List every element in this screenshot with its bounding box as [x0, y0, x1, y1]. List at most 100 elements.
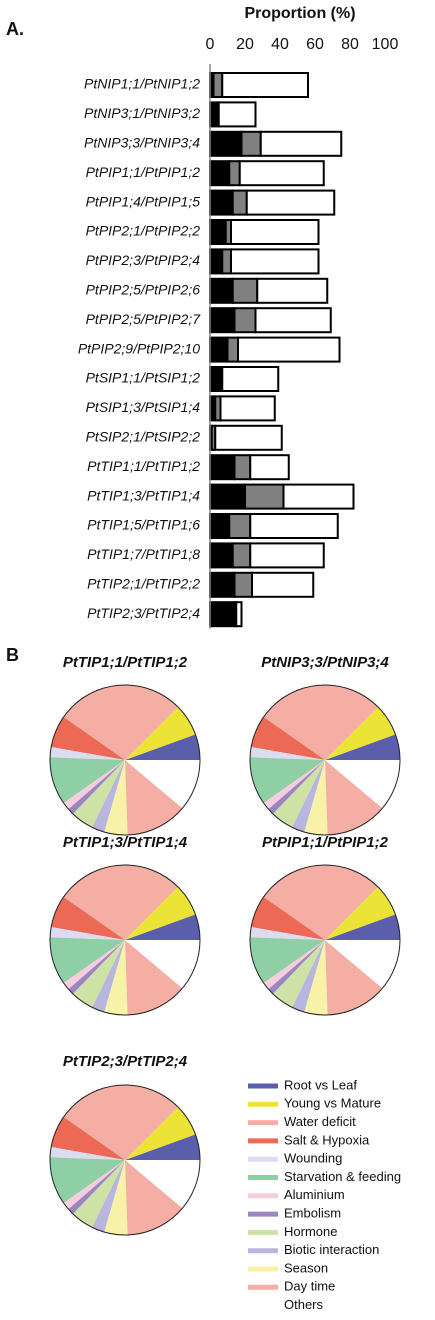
bar-segment — [256, 277, 329, 304]
pie-sector — [50, 1146, 126, 1160]
pie-sector — [63, 940, 125, 990]
pie-sector — [92, 1160, 125, 1233]
bar-segment — [249, 513, 339, 539]
pie-sector — [63, 685, 179, 760]
legend-label: Water deficit — [284, 1114, 356, 1129]
legend-label: Starvation & feeding — [284, 1169, 401, 1184]
bar-segment — [209, 160, 231, 187]
pie-title: PtNIP3;3/PtNIP3;4 — [261, 654, 389, 671]
pie-sector — [125, 760, 200, 809]
pie-sector — [268, 760, 325, 814]
y-tick-label: PtSIP2;1/PtSIP2;2 — [86, 429, 201, 445]
pie-sector — [63, 1085, 179, 1160]
pie-sector — [50, 1157, 125, 1204]
pie-sector — [325, 940, 383, 1015]
pie-sector — [63, 864, 179, 940]
bar-segment — [254, 307, 332, 334]
pie-sector — [50, 757, 125, 804]
pie-sector — [63, 1160, 125, 1210]
pie-sector — [250, 757, 325, 804]
y-tick-label: PtNIP3;3/PtNIP3;4 — [84, 135, 200, 151]
bar-segment — [245, 189, 336, 216]
pie-sector — [63, 760, 125, 810]
bar-segment — [209, 366, 224, 392]
pie-sector — [263, 865, 379, 940]
bar-segment — [231, 542, 252, 569]
bar-segment — [221, 248, 232, 275]
pie-sector — [268, 940, 325, 994]
pie-sector — [272, 760, 325, 828]
pie-sector — [250, 926, 325, 940]
y-tick-label: PtTIP1;5/PtTIP1;6 — [87, 517, 200, 533]
pie-sector — [92, 940, 125, 1013]
pie-sector — [104, 1160, 128, 1236]
bar-segment — [244, 483, 285, 510]
x-tick-label: 60 — [306, 36, 324, 53]
pie-sector — [92, 760, 125, 833]
panel-label: B — [6, 645, 19, 665]
pie-sector — [125, 734, 200, 760]
bar-segment — [209, 101, 220, 128]
x-tick-label: 20 — [236, 36, 254, 53]
pie-sector — [325, 760, 400, 809]
y-tick-label: PtTIP1;3/PtTIP1;4 — [87, 487, 200, 503]
pie-outline — [49, 684, 201, 836]
bar-segment — [233, 571, 253, 598]
legend-label: Root vs Leaf — [284, 1077, 357, 1092]
pie-sector — [68, 760, 125, 814]
bar-segment — [209, 542, 234, 569]
pie-sector — [325, 706, 396, 760]
y-tick-label: PtNIP3;1/PtNIP3;2 — [84, 105, 200, 121]
y-tick-label: PtPIP2;5/PtPIP2;6 — [86, 282, 201, 298]
y-tick-label: PtPIP2;1/PtPIP2;2 — [86, 223, 201, 239]
legend-label: Young vs Mature — [284, 1096, 381, 1111]
pie-sector — [125, 1134, 200, 1160]
x-tick-label: 80 — [341, 36, 359, 53]
x-tick-label: 100 — [372, 36, 399, 53]
pie-sector — [51, 1116, 125, 1160]
bar-segment — [251, 571, 315, 598]
bar-segment — [233, 454, 252, 481]
bar-segment — [230, 219, 320, 245]
pie-sector — [263, 760, 325, 810]
x-tick-label: 40 — [271, 36, 289, 53]
y-tick-label: PtTIP2;1/PtTIP2;2 — [87, 576, 200, 592]
bar-segment — [228, 513, 252, 539]
pie-outline — [249, 684, 401, 836]
pie-sector — [68, 940, 125, 994]
pie-sector — [292, 760, 325, 833]
legend-label: Biotic interaction — [284, 1242, 379, 1257]
bar-segment — [214, 424, 283, 451]
pie-sector — [304, 760, 328, 835]
pie-outline — [49, 864, 201, 1016]
bar-segment — [221, 72, 309, 98]
pie-sector — [125, 940, 200, 989]
pie-sector — [251, 896, 325, 940]
pie-sector — [72, 1160, 125, 1228]
pie-sector — [125, 886, 196, 940]
pie-title: PtTIP2;3/PtTIP2;4 — [63, 1053, 188, 1070]
y-tick-label: PtTIP2;3/PtTIP2;4 — [87, 605, 200, 621]
pie-sector — [325, 760, 383, 835]
pie-sector — [125, 1160, 183, 1235]
bar-segment — [209, 248, 224, 275]
legend-label: Others — [284, 1297, 324, 1312]
bar-segment — [221, 366, 280, 392]
bar-segment — [209, 454, 236, 481]
pie-title: PtTIP1;1/PtTIP1;2 — [63, 654, 188, 671]
pie-sector — [125, 940, 183, 1015]
y-tick-label: PtPIP2;5/PtPIP2;7 — [86, 311, 202, 327]
y-tick-label: PtTIP1;1/PtTIP1;2 — [87, 458, 200, 474]
pie-sector — [251, 716, 325, 760]
x-tick-label: 0 — [206, 36, 215, 53]
bar-segment — [209, 307, 236, 334]
y-tick-label: PtPIP1;1/PtPIP1;2 — [86, 164, 201, 180]
pie-sector — [50, 746, 126, 760]
pie-sector — [51, 896, 125, 940]
pie-sector — [272, 940, 325, 1008]
pie-sector — [304, 940, 328, 1015]
pie-sector — [325, 940, 400, 989]
bar-segment — [209, 189, 234, 216]
bar-segment — [259, 130, 343, 157]
